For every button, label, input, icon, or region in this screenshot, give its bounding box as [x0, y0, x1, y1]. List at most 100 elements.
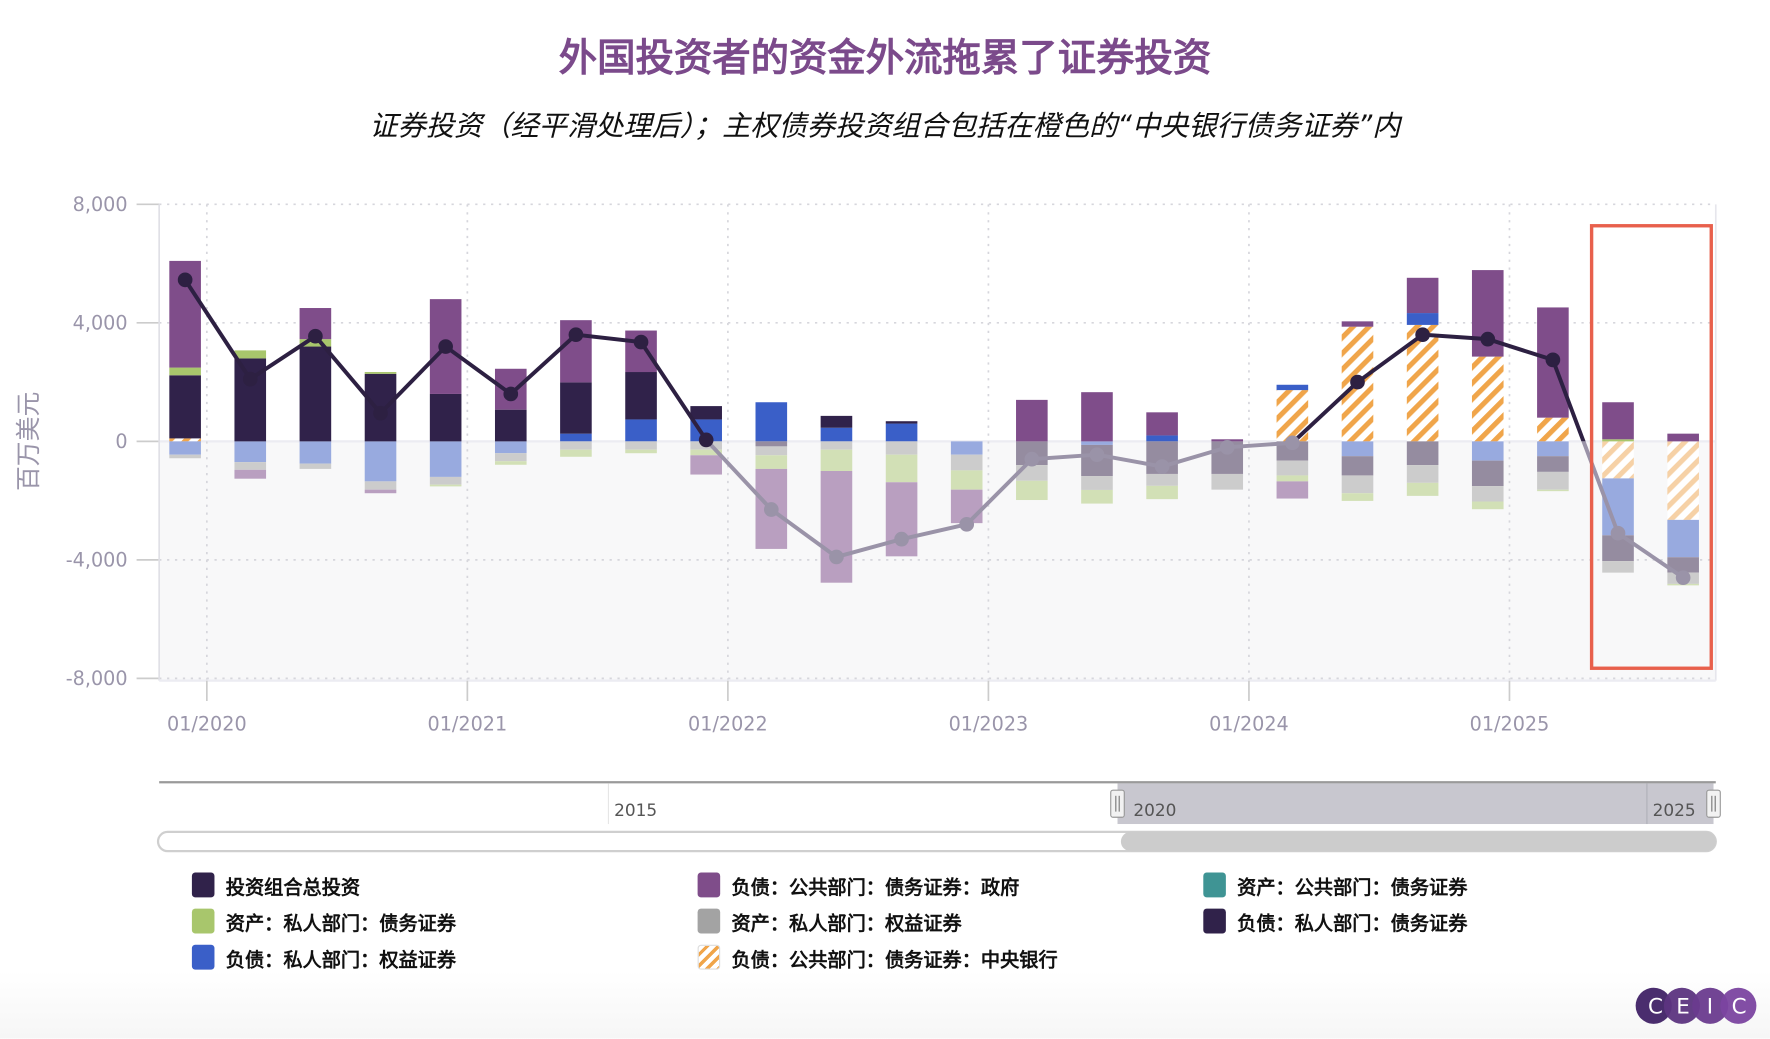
total-point-2024-12[interactable]	[1480, 331, 1496, 347]
bar-segment-priv_asset_eq[interactable]	[299, 463, 332, 469]
total-point-2025-06[interactable]	[1610, 525, 1626, 541]
bar-stack-2020-09[interactable]	[364, 372, 397, 494]
bar-segment-priv_asset_eq[interactable]	[169, 454, 201, 459]
bar-segment-priv_asset_debt[interactable]	[429, 484, 462, 487]
bar-segment-priv_liab_debt[interactable]	[755, 441, 788, 447]
bar-segment-priv_asset_eq[interactable]	[885, 441, 918, 455]
bar-segment-priv_liab_eq[interactable]	[755, 402, 788, 442]
bar-segment-priv_asset_debt[interactable]	[820, 449, 853, 471]
total-point-2025-03[interactable]	[1545, 352, 1561, 368]
bar-segment-priv_liab_eq[interactable]	[299, 441, 332, 464]
bar-segment-priv_asset_eq[interactable]	[1471, 486, 1504, 502]
bar-segment-priv_asset_debt[interactable]	[885, 454, 918, 483]
bar-segment-priv_liab_eq[interactable]	[1146, 435, 1178, 442]
bar-segment-priv_asset_debt[interactable]	[1406, 482, 1439, 496]
bar-stack-2020-12[interactable]	[429, 299, 462, 487]
total-point-2021-09[interactable]	[633, 334, 649, 350]
bar-segment-priv_liab_eq[interactable]	[1471, 441, 1504, 461]
bar-stack-2024-12[interactable]	[1471, 270, 1504, 510]
legend-item-pub_asset[interactable]: 资产：公共部门：债务证券	[1203, 870, 1467, 899]
bar-segment-priv_liab_debt[interactable]	[169, 375, 201, 439]
bar-segment-priv_asset_debt[interactable]	[1537, 489, 1569, 492]
bar-segment-priv_liab_eq[interactable]	[625, 419, 657, 442]
bar-stack-2025-09[interactable]	[1667, 433, 1699, 586]
total-point-2021-06[interactable]	[568, 327, 584, 343]
bar-segment-priv_asset_eq[interactable]	[1537, 471, 1569, 490]
navigator[interactable]: 2015 2020 2025	[159, 781, 1721, 825]
navigator-selection[interactable]	[1117, 783, 1714, 825]
total-point-2023-03[interactable]	[1024, 451, 1040, 467]
bar-segment-priv_liab_debt[interactable]	[1406, 441, 1439, 466]
bar-segment-priv_liab_eq[interactable]	[1667, 519, 1699, 558]
total-point-2021-03[interactable]	[503, 386, 519, 402]
bar-segment-priv_liab_eq[interactable]	[950, 441, 983, 455]
bar-segment-priv_liab_eq[interactable]	[234, 441, 267, 463]
bar-segment-gov[interactable]	[1146, 412, 1178, 436]
bar-stack-2024-09[interactable]	[1406, 277, 1439, 496]
legend-item-gov[interactable]: 负债：公共部门：债务证券：政府	[697, 870, 1019, 899]
bar-segment-priv_liab_debt[interactable]	[494, 409, 527, 442]
bar-segment-priv_asset_eq[interactable]	[364, 481, 397, 490]
bar-stack-2019-12[interactable]	[169, 260, 201, 459]
total-point-2022-03[interactable]	[763, 502, 779, 517]
bar-segment-priv_liab_eq[interactable]	[560, 433, 592, 442]
bar-segment-priv_liab_debt[interactable]	[1471, 460, 1504, 487]
bar-segment-priv_asset_eq[interactable]	[1276, 460, 1309, 476]
bar-segment-priv_asset_debt[interactable]	[1146, 485, 1178, 500]
legend-item-cb[interactable]: 负债：公共部门：债务证券：中央银行	[697, 943, 1058, 972]
bar-segment-priv_liab_debt[interactable]	[820, 415, 853, 428]
bar-segment-priv_liab_eq[interactable]	[1081, 441, 1113, 445]
total-point-2024-06[interactable]	[1350, 374, 1365, 390]
bar-segment-priv_asset_eq[interactable]	[1341, 475, 1374, 494]
scrollbar[interactable]	[156, 830, 1717, 853]
bar-segment-gov[interactable]	[690, 455, 722, 475]
bar-segment-priv_liab_eq[interactable]	[820, 427, 853, 442]
total-point-2019-12[interactable]	[177, 272, 193, 288]
navigator-handle-left[interactable]	[1110, 789, 1125, 818]
bar-segment-priv_liab_eq[interactable]	[494, 441, 527, 454]
bar-segment-priv_liab_debt[interactable]	[1537, 456, 1569, 472]
bar-segment-priv_asset_eq[interactable]	[1081, 476, 1113, 490]
bar-segment-gov[interactable]	[1081, 392, 1113, 442]
bar-segment-priv_asset_debt[interactable]	[1081, 489, 1113, 504]
total-point-2023-06[interactable]	[1089, 447, 1105, 463]
bar-segment-priv_liab_eq[interactable]	[1341, 441, 1374, 457]
bar-segment-priv_asset_debt[interactable]	[950, 470, 983, 490]
bar-segment-cb[interactable]	[1667, 441, 1699, 520]
legend-item-priv_liab_debt[interactable]: 负债：私人部门：债务证券	[1203, 906, 1467, 935]
bar-segment-priv_liab_eq[interactable]	[1276, 384, 1309, 391]
total-point-2020-12[interactable]	[438, 339, 453, 354]
bar-segment-priv_liab_debt[interactable]	[560, 382, 592, 434]
bar-segment-priv_liab_debt[interactable]	[885, 421, 918, 424]
total-point-2022-12[interactable]	[959, 516, 975, 532]
bar-segment-priv_asset_eq[interactable]	[494, 453, 527, 462]
bar-segment-priv_asset_debt[interactable]	[755, 455, 788, 469]
bar-segment-priv_liab_debt[interactable]	[1667, 557, 1699, 573]
bar-stack-2023-09[interactable]	[1146, 412, 1178, 500]
total-point-2020-03[interactable]	[242, 371, 258, 387]
total-point-2023-09[interactable]	[1154, 459, 1170, 474]
bar-segment-priv_asset_debt[interactable]	[1016, 480, 1048, 501]
bar-stack-2024-06[interactable]	[1341, 321, 1374, 501]
bar-segment-priv_asset_eq[interactable]	[234, 462, 267, 470]
legend-item-total[interactable]: 投资组合总投资	[191, 870, 360, 899]
bar-segment-priv_asset_debt[interactable]	[690, 449, 722, 456]
bar-segment-gov[interactable]	[234, 469, 267, 479]
bar-segment-cb[interactable]	[169, 438, 201, 442]
bar-stack-2023-06[interactable]	[1081, 392, 1113, 504]
bar-segment-gov[interactable]	[1667, 433, 1699, 442]
bar-segment-priv_asset_eq[interactable]	[950, 454, 983, 471]
bar-segment-priv_liab_debt[interactable]	[299, 346, 332, 442]
bar-segment-priv_liab_debt[interactable]	[690, 406, 722, 420]
bar-segment-priv_liab_eq[interactable]	[1537, 441, 1569, 457]
bar-segment-priv_asset_eq[interactable]	[820, 441, 853, 450]
total-point-2020-06[interactable]	[308, 328, 323, 344]
bar-segment-priv_asset_eq[interactable]	[625, 441, 657, 450]
bar-stack-2021-03[interactable]	[494, 368, 527, 465]
bar-segment-priv_asset_eq[interactable]	[1602, 561, 1634, 573]
bar-segment-priv_asset_debt[interactable]	[1602, 439, 1634, 442]
bar-segment-priv_liab_debt[interactable]	[429, 393, 462, 442]
legend-item-priv_asset_eq[interactable]: 资产：私人部门：权益证券	[697, 906, 962, 935]
bar-stack-2022-06[interactable]	[820, 415, 853, 583]
bar-segment-priv_liab_debt[interactable]	[1341, 456, 1374, 476]
